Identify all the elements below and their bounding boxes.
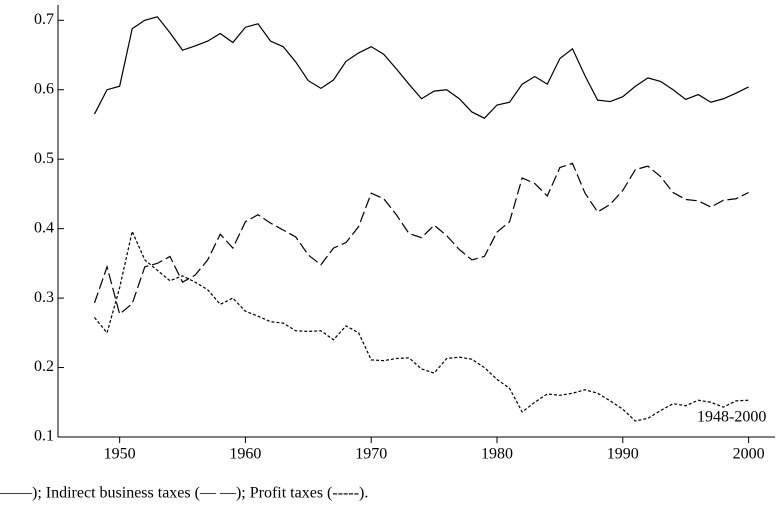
y-tick-label: 0.3 bbox=[34, 289, 54, 306]
y-tick-label: 0.4 bbox=[34, 219, 54, 236]
y-tick-label: 0.1 bbox=[34, 428, 54, 445]
y-tick-label: 0.2 bbox=[34, 358, 54, 375]
y-tick-label: 0.5 bbox=[34, 150, 54, 167]
x-tick-label: 1960 bbox=[229, 446, 261, 463]
x-tick-label: 1950 bbox=[104, 446, 136, 463]
y-tick-label: 0.6 bbox=[34, 80, 54, 97]
x-tick-label: 1980 bbox=[481, 446, 513, 463]
x-tick-label: 1970 bbox=[355, 446, 387, 463]
series-line bbox=[93, 16, 749, 119]
series-line bbox=[94, 229, 749, 422]
y-tick-label: 0.7 bbox=[34, 11, 54, 28]
x-tick-label: 1990 bbox=[607, 446, 639, 463]
caption: ——); Indirect business taxes (— —); Prof… bbox=[0, 485, 368, 502]
series-line bbox=[93, 162, 749, 316]
x-tick-label: 2000 bbox=[733, 446, 765, 463]
annotation: 1948-2000 bbox=[697, 409, 766, 426]
